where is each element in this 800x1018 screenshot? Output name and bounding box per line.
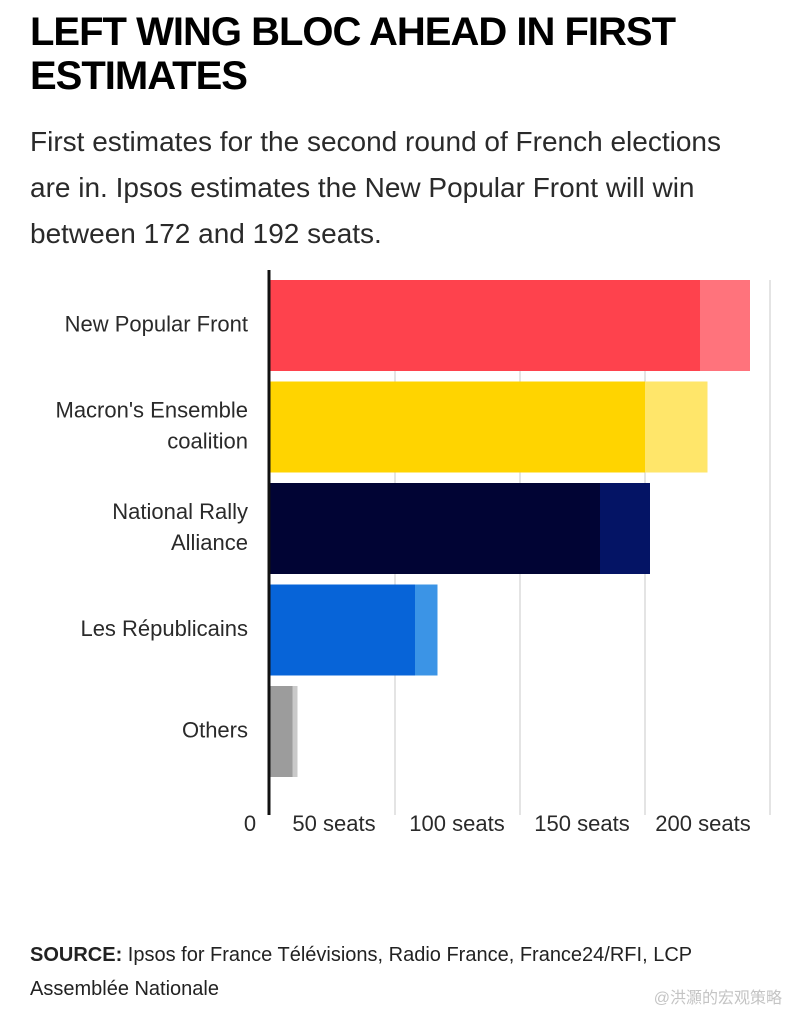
chart-subtitle: First estimates for the second round of …	[30, 126, 721, 249]
x-tick-label-100: 100 seats	[409, 811, 504, 836]
source-text: Ipsos for France Télévisions, Radio Fran…	[30, 944, 692, 1000]
bar-low-estimate-0	[270, 280, 700, 371]
bar-low-estimate-3	[270, 584, 415, 676]
bar-low-estimate-2	[270, 483, 600, 574]
x-tick-label-200: 200 seats	[655, 811, 750, 836]
category-label-1-line-1: coalition	[167, 428, 248, 453]
x-tick-label-150: 150 seats	[534, 811, 629, 836]
bar-low-estimate-1	[270, 381, 645, 473]
category-label-1-line-0: Macron's Ensemble	[56, 397, 249, 422]
category-label-2-line-0: National Rally	[112, 499, 248, 524]
chart-title: LEFT WING BLOC AHEAD IN FIRST ESTIMATES	[30, 10, 676, 98]
bar-low-estimate-4	[270, 686, 293, 777]
x-tick-label-0: 0	[244, 811, 256, 836]
source-label: SOURCE:	[30, 944, 123, 966]
category-label-2-line-1: Alliance	[171, 530, 248, 555]
source-note: SOURCE: Ipsos for France Télévisions, Ra…	[30, 938, 770, 1006]
category-label-3: Les Républicains	[80, 616, 248, 641]
watermark: @洪灝的宏观策略	[653, 990, 782, 1007]
x-tick-label-50: 50 seats	[292, 811, 375, 836]
seat-estimate-bar-chart: New Popular Front Macron's Ensemble coalit…	[56, 270, 771, 836]
category-label-4: Others	[182, 717, 248, 742]
category-label-0: New Popular Front	[65, 311, 248, 336]
